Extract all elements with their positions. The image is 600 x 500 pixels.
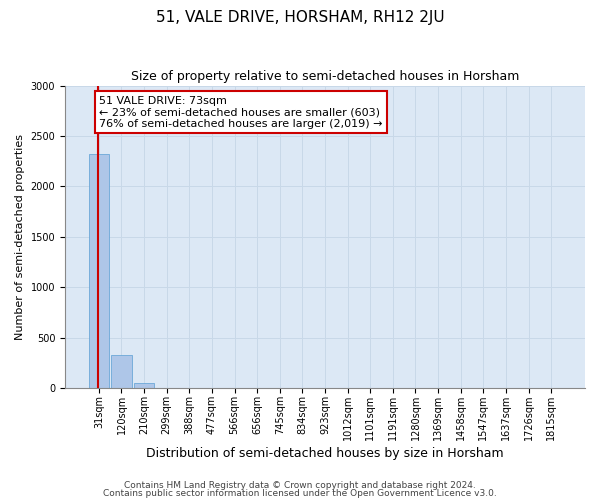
Y-axis label: Number of semi-detached properties: Number of semi-detached properties (15, 134, 25, 340)
Text: Contains public sector information licensed under the Open Government Licence v3: Contains public sector information licen… (103, 488, 497, 498)
Title: Size of property relative to semi-detached houses in Horsham: Size of property relative to semi-detach… (131, 70, 519, 83)
Bar (111, 355, 131, 388)
Text: 51 VALE DRIVE: 73sqm
← 23% of semi-detached houses are smaller (603)
76% of semi: 51 VALE DRIVE: 73sqm ← 23% of semi-detac… (100, 96, 383, 129)
X-axis label: Distribution of semi-detached houses by size in Horsham: Distribution of semi-detached houses by … (146, 447, 504, 460)
Text: Contains HM Land Registry data © Crown copyright and database right 2024.: Contains HM Land Registry data © Crown c… (124, 481, 476, 490)
Bar (89, 154, 109, 388)
Text: 51, VALE DRIVE, HORSHAM, RH12 2JU: 51, VALE DRIVE, HORSHAM, RH12 2JU (155, 10, 445, 25)
Bar (134, 383, 154, 388)
